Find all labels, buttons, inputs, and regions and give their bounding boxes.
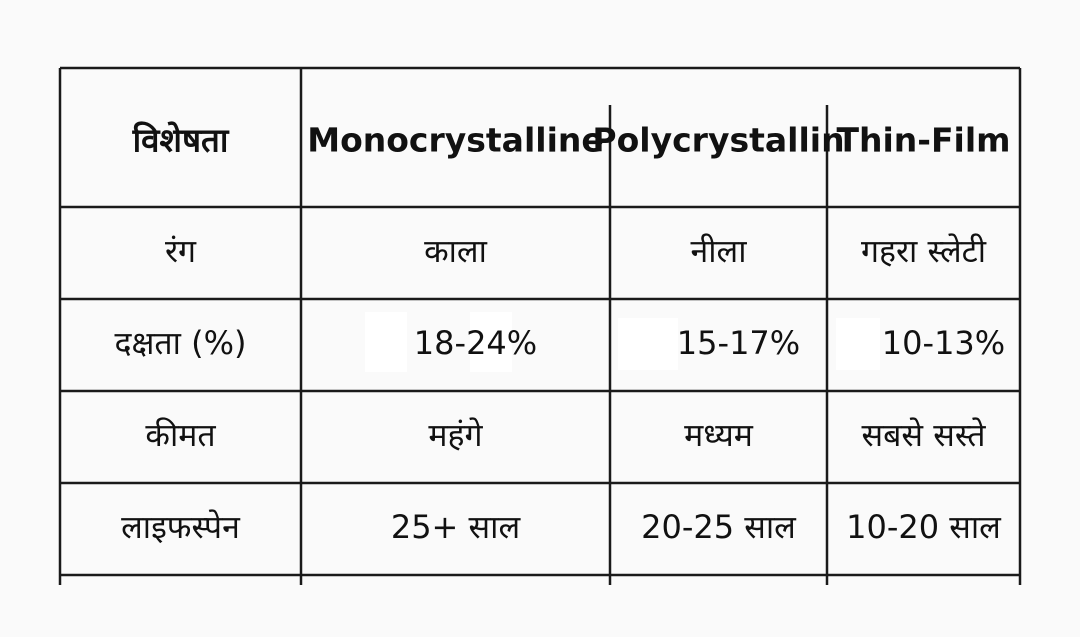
cell: गहरा स्लेटी bbox=[861, 232, 987, 270]
cell: 25+ साल bbox=[391, 508, 522, 546]
white-patch bbox=[365, 312, 407, 372]
header-cell: Thin-Film bbox=[836, 121, 1010, 160]
row-label: रंग bbox=[165, 232, 197, 270]
white-patch bbox=[836, 318, 880, 370]
row-label: दक्षता (%) bbox=[114, 324, 246, 362]
cell: सबसे सस्ते bbox=[861, 416, 986, 454]
cell: काला bbox=[424, 232, 488, 270]
cell: 10-13% bbox=[882, 324, 1005, 362]
header-cell: Polycrystallin bbox=[592, 121, 844, 160]
cell: मध्यम bbox=[684, 416, 754, 454]
row-label: कीमत bbox=[145, 416, 216, 454]
cell: 20-25 साल bbox=[641, 508, 797, 546]
cell: 18-24% bbox=[414, 324, 537, 362]
cell: 10-20 साल bbox=[846, 508, 1002, 546]
cell: 15-17% bbox=[677, 324, 800, 362]
header-cell: विशेषता bbox=[132, 121, 230, 160]
white-patch bbox=[618, 318, 678, 370]
cell: महंगे bbox=[428, 416, 483, 454]
row-label: लाइफस्पेन bbox=[121, 508, 241, 546]
cell: नीला bbox=[690, 232, 747, 270]
header-cell: Monocrystalline bbox=[307, 121, 604, 160]
white-patch bbox=[470, 312, 512, 372]
